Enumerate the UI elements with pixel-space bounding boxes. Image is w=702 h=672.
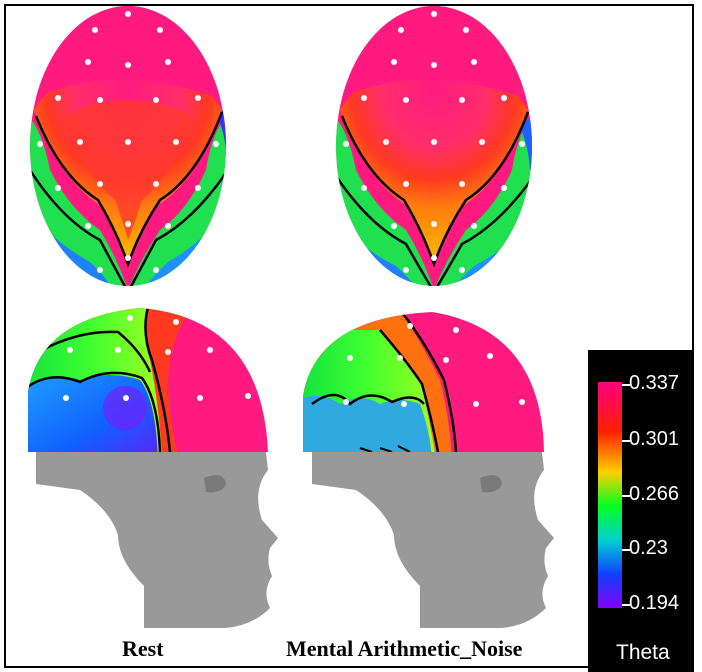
- side-view-noise: [303, 312, 544, 452]
- colorbar-tick-label: 0.301: [629, 428, 680, 450]
- colorbar-tick-label: 0.194: [629, 592, 680, 614]
- ear-noise: [480, 475, 502, 493]
- electrodes-side-rest: [63, 315, 251, 401]
- head-silhouette-rest: [36, 452, 278, 628]
- side-view-rest: [28, 308, 268, 452]
- electrodes-top-noise: [343, 11, 525, 273]
- colorbar-ticks: [622, 384, 630, 606]
- condition-label-noise: Mental Arithmetic_Noise: [286, 636, 523, 661]
- top-view-noise: [336, 6, 532, 286]
- figure-frame: [4, 4, 694, 668]
- colorbar-tick-label: 0.23: [629, 537, 668, 559]
- electrodes-side-noise: [343, 323, 525, 407]
- ear-rest: [204, 475, 226, 493]
- colorbar-gradient: [598, 382, 622, 608]
- colorbar-tick-label: 0.266: [629, 483, 680, 505]
- head-silhouette-noise: [312, 452, 554, 628]
- electrodes-top-rest: [37, 11, 219, 273]
- condition-label-rest: Rest: [122, 636, 164, 661]
- colorbar-tick-label: 0.337: [629, 372, 680, 394]
- colorbar-title: Theta: [616, 641, 670, 664]
